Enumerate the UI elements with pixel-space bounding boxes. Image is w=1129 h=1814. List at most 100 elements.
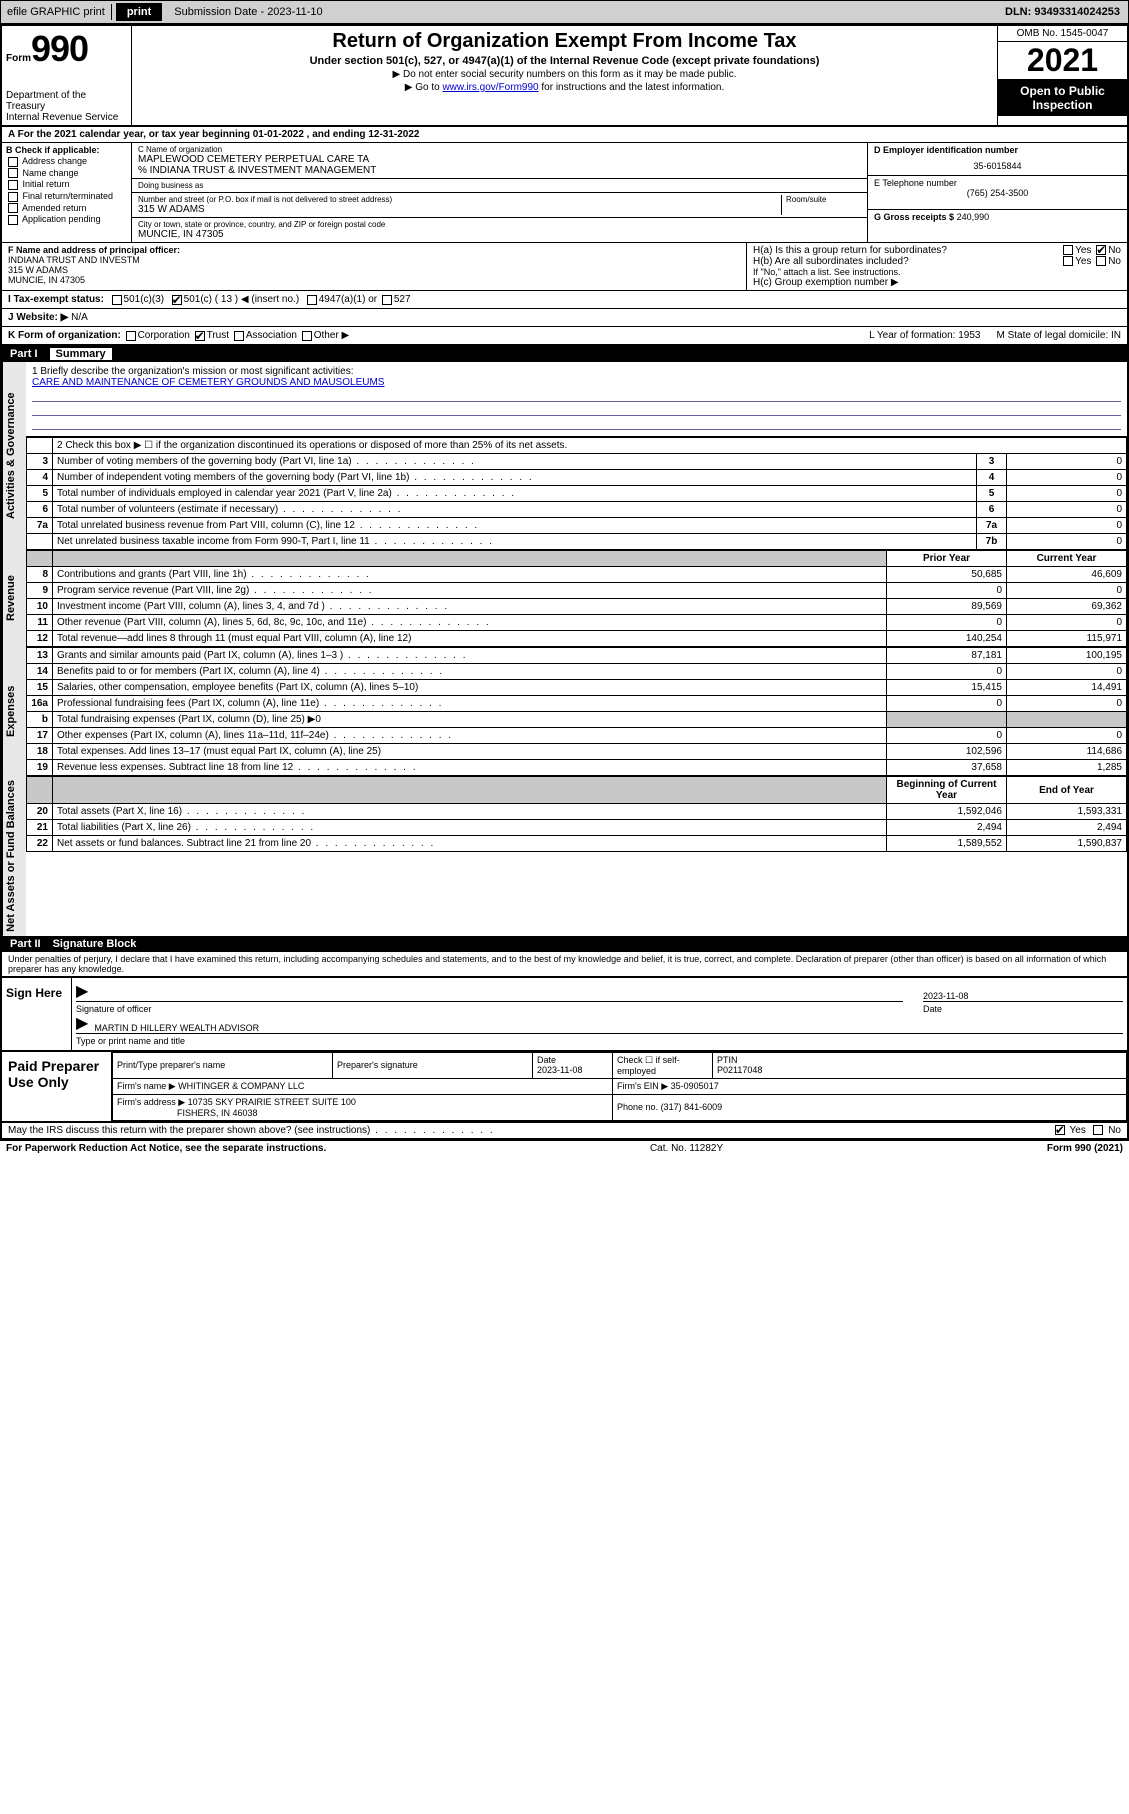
foot-pra: For Paperwork Reduction Act Notice, see … xyxy=(6,1143,326,1154)
val-website: N/A xyxy=(71,312,88,323)
chk-application: Application pending xyxy=(22,214,101,224)
net-b20: 1,592,046 xyxy=(887,804,1007,820)
opt-trust: Trust xyxy=(207,330,229,341)
net-l21: Total liabilities (Part X, line 26) xyxy=(53,820,887,836)
footer-discuss: May the IRS discuss this return with the… xyxy=(2,1123,1127,1138)
vtab-governance: Activities & Governance xyxy=(2,362,26,550)
lbl-dba: Doing business as xyxy=(138,181,861,190)
exp-p19: 37,658 xyxy=(887,760,1007,776)
opt-other: Other ▶ xyxy=(314,330,349,341)
mission-q: 1 Briefly describe the organization's mi… xyxy=(32,366,1121,377)
section-expenses: Expenses 13Grants and similar amounts pa… xyxy=(2,647,1127,776)
prep-addr2: FISHERS, IN 46038 xyxy=(177,1108,258,1118)
exp-l14: Benefits paid to or for members (Part IX… xyxy=(53,664,887,680)
prep-h4: Check ☐ if self-employed xyxy=(613,1052,713,1078)
rev-table: Prior YearCurrent Year 8Contributions an… xyxy=(26,550,1127,647)
col-boy: Beginning of Current Year xyxy=(887,777,1007,804)
exp-c16a: 0 xyxy=(1007,696,1127,712)
part1-header: Part I Summary xyxy=(2,346,1127,362)
part1-num: Part I xyxy=(10,348,38,360)
opt-527: 527 xyxy=(394,294,411,305)
gov-l6: Total number of volunteers (estimate if … xyxy=(53,502,977,518)
officer-l1: INDIANA TRUST AND INVESTM xyxy=(8,255,140,265)
sig-date-label: Date xyxy=(923,1004,1123,1014)
year-formation: L Year of formation: 1953 xyxy=(869,330,980,341)
rev-c10: 69,362 xyxy=(1007,599,1127,615)
prep-label: Paid Preparer Use Only xyxy=(2,1052,112,1121)
part1-title: Summary xyxy=(50,348,112,360)
form-subtitle: Under section 501(c), 527, or 4947(a)(1)… xyxy=(136,55,993,67)
form-container: Form990 Department of the Treasury Inter… xyxy=(0,24,1129,1140)
gov-v4: 0 xyxy=(1007,470,1127,486)
foot-no: No xyxy=(1108,1125,1121,1136)
print-button[interactable]: print xyxy=(116,3,162,21)
mission-block: 1 Briefly describe the organization's mi… xyxy=(26,362,1127,437)
exp-p16a: 0 xyxy=(887,696,1007,712)
foot-yes: Yes xyxy=(1070,1125,1086,1136)
exp-c19: 1,285 xyxy=(1007,760,1127,776)
rev-p9: 0 xyxy=(887,583,1007,599)
vtab-net: Net Assets or Fund Balances xyxy=(2,776,26,936)
note2-pre: ▶ Go to xyxy=(405,82,443,93)
exp-l13: Grants and similar amounts paid (Part IX… xyxy=(53,648,887,664)
h-b: H(b) Are all subordinates included? xyxy=(753,256,909,267)
part2-header: Part II Signature Block xyxy=(2,936,1127,952)
gov-l3: Number of voting members of the governin… xyxy=(53,454,977,470)
chk-name: Name change xyxy=(23,168,79,178)
exp-l18: Total expenses. Add lines 13–17 (must eq… xyxy=(53,744,887,760)
sig-name-label: Type or print name and title xyxy=(76,1036,1123,1046)
paid-preparer-block: Paid Preparer Use Only Print/Type prepar… xyxy=(2,1050,1127,1123)
form-note-link: ▶ Go to www.irs.gov/Form990 for instruct… xyxy=(136,82,993,93)
rev-c8: 46,609 xyxy=(1007,567,1127,583)
lbl-website: J Website: ▶ xyxy=(8,312,68,323)
vtab-revenue: Revenue xyxy=(2,550,26,647)
gov-v3: 0 xyxy=(1007,454,1127,470)
opt-501c: 501(c) ( 13 ) ◀ (insert no.) xyxy=(184,294,300,305)
row-i: I Tax-exempt status: 501(c)(3) 501(c) ( … xyxy=(2,291,1127,309)
exp-p15: 15,415 xyxy=(887,680,1007,696)
gov-v6: 0 xyxy=(1007,502,1127,518)
lbl-room: Room/suite xyxy=(786,195,861,204)
form-number: 990 xyxy=(31,28,88,69)
opt-501c3: 501(c)(3) xyxy=(124,294,165,305)
exp-c17: 0 xyxy=(1007,728,1127,744)
foot-cat: Cat. No. 11282Y xyxy=(650,1143,723,1154)
prep-h3: Date xyxy=(537,1055,556,1065)
val-phone: (765) 254-3500 xyxy=(874,188,1121,198)
irs-link[interactable]: www.irs.gov/Form990 xyxy=(442,82,538,93)
sig-name: MARTIN D HILLERY WEALTH ADVISOR xyxy=(94,1023,259,1033)
exp-p17: 0 xyxy=(887,728,1007,744)
prep-table: Print/Type preparer's name Preparer's si… xyxy=(112,1052,1127,1121)
row-j: J Website: ▶ N/A xyxy=(2,309,1127,327)
rev-l11: Other revenue (Part VIII, column (A), li… xyxy=(53,615,887,631)
rev-l8: Contributions and grants (Part VIII, lin… xyxy=(53,567,887,583)
mission-a[interactable]: CARE AND MAINTENANCE OF CEMETERY GROUNDS… xyxy=(32,377,384,388)
sig-officer-label: Signature of officer xyxy=(76,1004,903,1014)
rev-c12: 115,971 xyxy=(1007,631,1127,647)
header-right: OMB No. 1545-0047 2021 Open to Public In… xyxy=(997,26,1127,125)
part2-num: Part II xyxy=(10,938,41,950)
col-prior: Prior Year xyxy=(887,551,1007,567)
box-c: C Name of organization MAPLEWOOD CEMETER… xyxy=(132,143,867,242)
prep-firm: WHITINGER & COMPANY LLC xyxy=(178,1081,304,1091)
chk-amended: Amended return xyxy=(22,203,87,213)
block-bcdeg: B Check if applicable: Address change Na… xyxy=(2,143,1127,243)
gov-l7b: Net unrelated business taxable income fr… xyxy=(53,534,977,550)
form-prefix: Form xyxy=(6,53,31,64)
lbl-officer: F Name and address of principal officer: xyxy=(8,245,180,255)
net-l22: Net assets or fund balances. Subtract li… xyxy=(53,836,887,852)
prep-h5: PTIN xyxy=(717,1055,738,1065)
net-e22: 1,590,837 xyxy=(1007,836,1127,852)
net-b22: 1,589,552 xyxy=(887,836,1007,852)
foot-form: Form 990 (2021) xyxy=(1047,1143,1123,1154)
foot-q: May the IRS discuss this return with the… xyxy=(8,1125,495,1136)
irs-label: Internal Revenue Service xyxy=(6,112,127,123)
opt-assoc: Association xyxy=(246,330,297,341)
submission-date: Submission Date - 2023-11-10 xyxy=(166,4,330,20)
rev-p12: 140,254 xyxy=(887,631,1007,647)
exp-l19: Revenue less expenses. Subtract line 18 … xyxy=(53,760,887,776)
exp-p18: 102,596 xyxy=(887,744,1007,760)
chk-address: Address change xyxy=(22,156,87,166)
gov-v7b: 0 xyxy=(1007,534,1127,550)
gov-l7a: Total unrelated business revenue from Pa… xyxy=(53,518,977,534)
